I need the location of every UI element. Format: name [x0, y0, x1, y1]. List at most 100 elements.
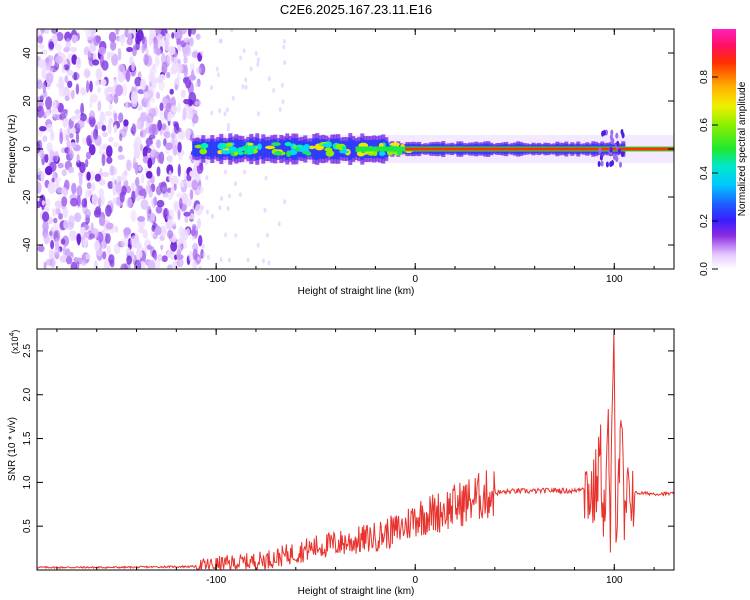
- noise-blob: [98, 216, 106, 227]
- noise-blob: [192, 242, 199, 252]
- noise-blob: [92, 59, 100, 66]
- x-tick-label: 100: [606, 575, 623, 586]
- noise-blob: [51, 177, 55, 183]
- noise-blob: [53, 100, 57, 113]
- noise-speck: [243, 169, 247, 175]
- noise-blob: [63, 219, 69, 230]
- band-inner: [288, 140, 293, 158]
- noise-blob: [52, 33, 58, 46]
- noise-blob: [67, 146, 73, 156]
- noise-blob: [46, 82, 51, 90]
- noise-speck: [219, 257, 223, 263]
- noise-blob: [97, 86, 102, 94]
- noise-speck: [195, 82, 199, 88]
- noise-blob: [182, 241, 188, 249]
- band-blob: [271, 142, 281, 147]
- noise-blob: [167, 112, 171, 122]
- band-inner: [312, 138, 317, 160]
- band-blob: [237, 147, 246, 152]
- noise-blob: [45, 206, 50, 213]
- noise-blob: [76, 185, 83, 198]
- snr-xlabel: Height of straight line (km): [298, 586, 415, 597]
- noise-blob: [189, 170, 196, 177]
- noise-blob: [130, 209, 137, 222]
- noise-blob: [141, 43, 145, 54]
- heatmap-signal-band: [192, 129, 674, 168]
- noise-speck: [227, 257, 231, 263]
- noise-blob: [85, 151, 92, 160]
- noise-blob: [99, 113, 107, 125]
- noise-blob: [87, 50, 92, 59]
- noise-speck: [266, 232, 269, 238]
- noise-blob: [66, 70, 74, 76]
- noise-blob: [103, 258, 110, 269]
- noise-blob: [153, 260, 161, 269]
- noise-blob: [114, 225, 119, 234]
- noise-blob: [148, 189, 153, 198]
- heatmap-ticks: -100 0 100 -40 -20 0 20 40: [22, 29, 674, 285]
- band-inner: [207, 141, 212, 157]
- noise-blob: [137, 216, 146, 222]
- band-spike: [605, 161, 609, 168]
- band-core-red: [405, 147, 674, 151]
- noise-blob: [188, 109, 194, 120]
- noise-blob: [138, 188, 147, 197]
- noise-blob: [41, 67, 47, 80]
- noise-blob: [120, 36, 125, 47]
- noise-blob: [89, 233, 95, 239]
- band-blob: [378, 151, 386, 156]
- noise-blob: [108, 117, 114, 124]
- noise-blob: [85, 253, 91, 260]
- noise-blob: [167, 155, 173, 163]
- noise-blob: [40, 29, 45, 34]
- band-blob: [274, 150, 283, 156]
- noise-blob: [111, 53, 119, 66]
- band-blob: [341, 145, 347, 151]
- colorbar-tick-label: 0.6: [699, 118, 710, 132]
- noise-blob: [142, 229, 149, 239]
- noise-blob: [82, 238, 88, 247]
- noise-blob: [145, 184, 150, 194]
- noise-blob: [113, 124, 117, 134]
- noise-blob: [146, 244, 152, 250]
- noise-blob: [150, 149, 155, 158]
- noise-blob: [58, 213, 63, 220]
- noise-blob: [69, 132, 74, 139]
- band-inner: [192, 141, 197, 157]
- noise-speck: [242, 48, 246, 54]
- noise-blob: [168, 170, 172, 183]
- noise-blob: [189, 37, 194, 47]
- y-tick-label: 40: [22, 47, 33, 59]
- noise-speck: [244, 84, 248, 90]
- x-tick-label: 0: [412, 575, 418, 586]
- noise-speck: [198, 266, 202, 269]
- noise-blob: [108, 103, 113, 111]
- y-tick-label: 0.5: [22, 519, 33, 533]
- noise-blob: [105, 204, 112, 217]
- noise-blob: [117, 48, 122, 61]
- noise-blob: [105, 233, 111, 244]
- noise-blob: [155, 29, 162, 34]
- noise-blob: [89, 98, 93, 109]
- noise-blob: [107, 121, 112, 135]
- band-spike: [610, 129, 614, 136]
- noise-blob: [176, 249, 182, 261]
- noise-blob: [40, 49, 48, 55]
- noise-blob: [65, 134, 69, 141]
- noise-blob: [172, 144, 178, 156]
- noise-blob: [71, 182, 77, 195]
- noise-blob: [97, 100, 102, 112]
- noise-blob: [113, 93, 119, 104]
- band-blob: [284, 142, 292, 147]
- noise-blob: [44, 166, 53, 176]
- noise-blob: [44, 109, 51, 117]
- noise-blob: [69, 46, 77, 53]
- heatmap-noise-region: [37, 29, 287, 269]
- band-spike: [602, 129, 606, 136]
- y-tick-label: 20: [22, 95, 33, 107]
- noise-blob: [71, 127, 76, 135]
- noise-blob: [62, 208, 67, 218]
- noise-blob: [109, 165, 115, 176]
- noise-speck: [264, 175, 268, 181]
- noise-blob: [93, 260, 98, 269]
